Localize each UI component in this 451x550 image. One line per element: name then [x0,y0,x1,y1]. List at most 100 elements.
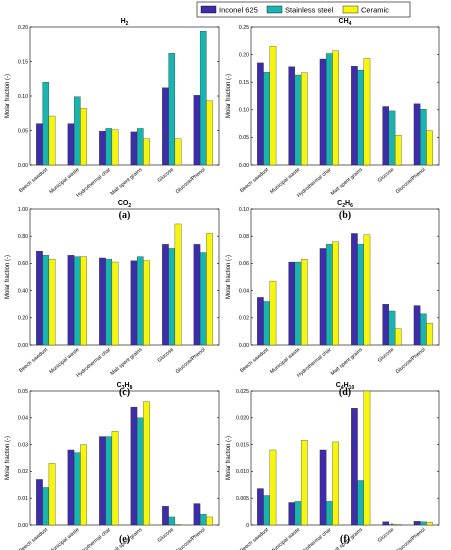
bar-inconel-625-1 [257,297,264,346]
x-category-label: Beech sawdust [239,167,270,195]
bar-stainless-steel-4 [357,244,364,346]
bar-ceramic-5 [394,524,402,526]
bar-inconel-625-5 [162,506,169,526]
title-subscript: 4 [349,21,352,27]
y-tick-label: 0.10 [239,108,249,114]
title-main: C [117,382,122,389]
panel-label: (e) [119,534,130,545]
bar-inconel-625-4 [351,233,358,346]
y-tick-label: 0.05 [239,135,249,141]
bar-ceramic-5 [174,524,182,526]
y-axis-label: Molar fraction (-) [5,436,11,480]
x-category-label: Beech sawdust [239,347,270,375]
bar-stainless-steel-5 [388,110,396,166]
x-category-label: Glucose [377,167,396,184]
y-axis-label: Molar fraction (-) [5,74,11,118]
bar-stainless-steel-1 [263,495,270,526]
chart-panel-6: 0 0.005 0.010 0.015 0.020 0.025 Molar fraction… [226,382,440,550]
plot-area-frame [250,26,440,166]
bar-ceramic-6 [426,323,433,346]
y-axis-label: Molar fraction (-) [226,436,232,480]
x-category-label: Hydrothermal char [296,527,333,550]
bar-inconel-625-2 [67,123,75,166]
bar-inconel-625-6 [193,95,201,166]
title-subscript: 3 [122,385,125,391]
bar-inconel-625-6 [193,503,201,526]
bar-ceramic-3 [332,50,339,166]
y-tick-label: 0.00 [239,163,249,169]
bar-stainless-steel-1 [42,82,50,166]
x-category-label: Municipal waste [48,527,80,550]
bar-stainless-steel-6 [199,514,207,526]
bar-ceramic-6 [206,233,213,346]
panel-label: (c) [119,387,130,398]
x-category-label: Hydrothermal char [75,347,112,379]
bar-inconel-625-1 [36,251,43,346]
title-main: H [344,382,349,389]
panels: 0.00 0.05 0.10 0.15 0.20 Molar fraction (-) Be… [5,18,440,550]
y-tick-label: 0.20 [18,25,28,31]
title-subscript: 2 [342,203,345,209]
chart-title: H2 [121,18,129,27]
bar-inconel-625-4 [130,131,138,166]
y-tick-label: 0.015 [236,442,249,448]
title-subscript: 10 [349,385,355,391]
bar-ceramic-6 [206,516,213,526]
y-tick-label: 0.02 [18,469,28,475]
legend: Inconel 625 Stainless steel Ceramic [196,1,411,18]
x-category-label: Municipal waste [48,167,80,195]
x-category-label: Hydrothermal char [75,527,112,550]
bar-stainless-steel-5 [168,516,176,526]
bar-ceramic-5 [174,138,182,166]
legend-box [196,1,411,18]
bar-ceramic-4 [363,390,371,526]
bar-stainless-steel-6 [199,30,207,166]
bar-inconel-625-4 [351,66,358,166]
bar-inconel-625-5 [382,304,390,346]
bar-inconel-625-3 [99,131,106,166]
y-tick-label: 0.00 [239,343,249,349]
bar-inconel-625-1 [36,479,43,526]
x-category-label: Glucose [157,347,176,364]
bar-ceramic-4 [363,234,371,346]
y-tick-label: 0.20 [239,52,249,58]
y-tick-label: 0.25 [239,25,249,31]
y-tick-label: 0.80 [18,234,28,240]
bar-stainless-steel-3 [105,436,113,526]
y-tick-label: 0.00 [18,163,28,169]
bar-stainless-steel-1 [42,255,50,346]
bar-inconel-625-5 [382,521,390,526]
legend-swatch-inconel [200,5,217,14]
y-tick-label: 0.01 [18,496,28,502]
chart-panel-3: 0.00 0.20 0.40 0.60 0.80 1.00 Molar fraction (… [5,200,220,398]
x-category-label: Beech sawdust [18,347,49,375]
y-tick-label: 0.020 [236,416,249,422]
chart-title: CO2 [118,200,132,209]
chart-panel-1: 0.00 0.05 0.10 0.15 0.20 Molar fraction (-) Be… [5,18,220,221]
bar-stainless-steel-5 [388,524,396,526]
bar-ceramic-4 [143,260,150,346]
x-category-label: Glucose/Phenol [395,167,427,195]
bar-stainless-steel-3 [105,259,113,346]
y-tick-label: 0.60 [18,261,28,267]
legend-label-inconel: Inconel 625 [219,6,258,15]
bar-ceramic-2 [300,440,308,526]
x-category-label: Glucose [157,167,176,184]
bar-inconel-625-6 [413,521,421,526]
bar-stainless-steel-4 [357,69,364,166]
panel-label: (a) [119,210,131,221]
bar-ceramic-5 [394,135,402,166]
y-tick-label: 0.025 [236,389,249,395]
bar-inconel-625-2 [288,502,296,526]
y-tick-label: 0.15 [18,59,28,65]
panel-label: (d) [339,387,351,398]
bar-inconel-625-5 [162,87,169,166]
y-tick-label: 0.03 [18,442,28,448]
bar-ceramic-3 [111,431,119,526]
bar-ceramic-4 [143,401,150,526]
plot-area-frame [29,390,220,526]
y-tick-label: 0.010 [236,469,249,475]
bar-stainless-steel-2 [73,452,81,526]
bar-inconel-625-2 [288,66,296,166]
x-category-label: Municipal waste [269,167,301,195]
